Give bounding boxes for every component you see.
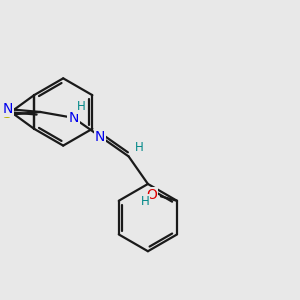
Text: H: H — [134, 141, 143, 154]
Text: N: N — [68, 111, 79, 125]
Text: H: H — [77, 100, 86, 113]
Text: H: H — [140, 195, 149, 208]
Text: N: N — [3, 102, 13, 116]
Text: O: O — [147, 188, 158, 202]
Text: N: N — [95, 130, 105, 144]
Text: S: S — [2, 107, 11, 121]
